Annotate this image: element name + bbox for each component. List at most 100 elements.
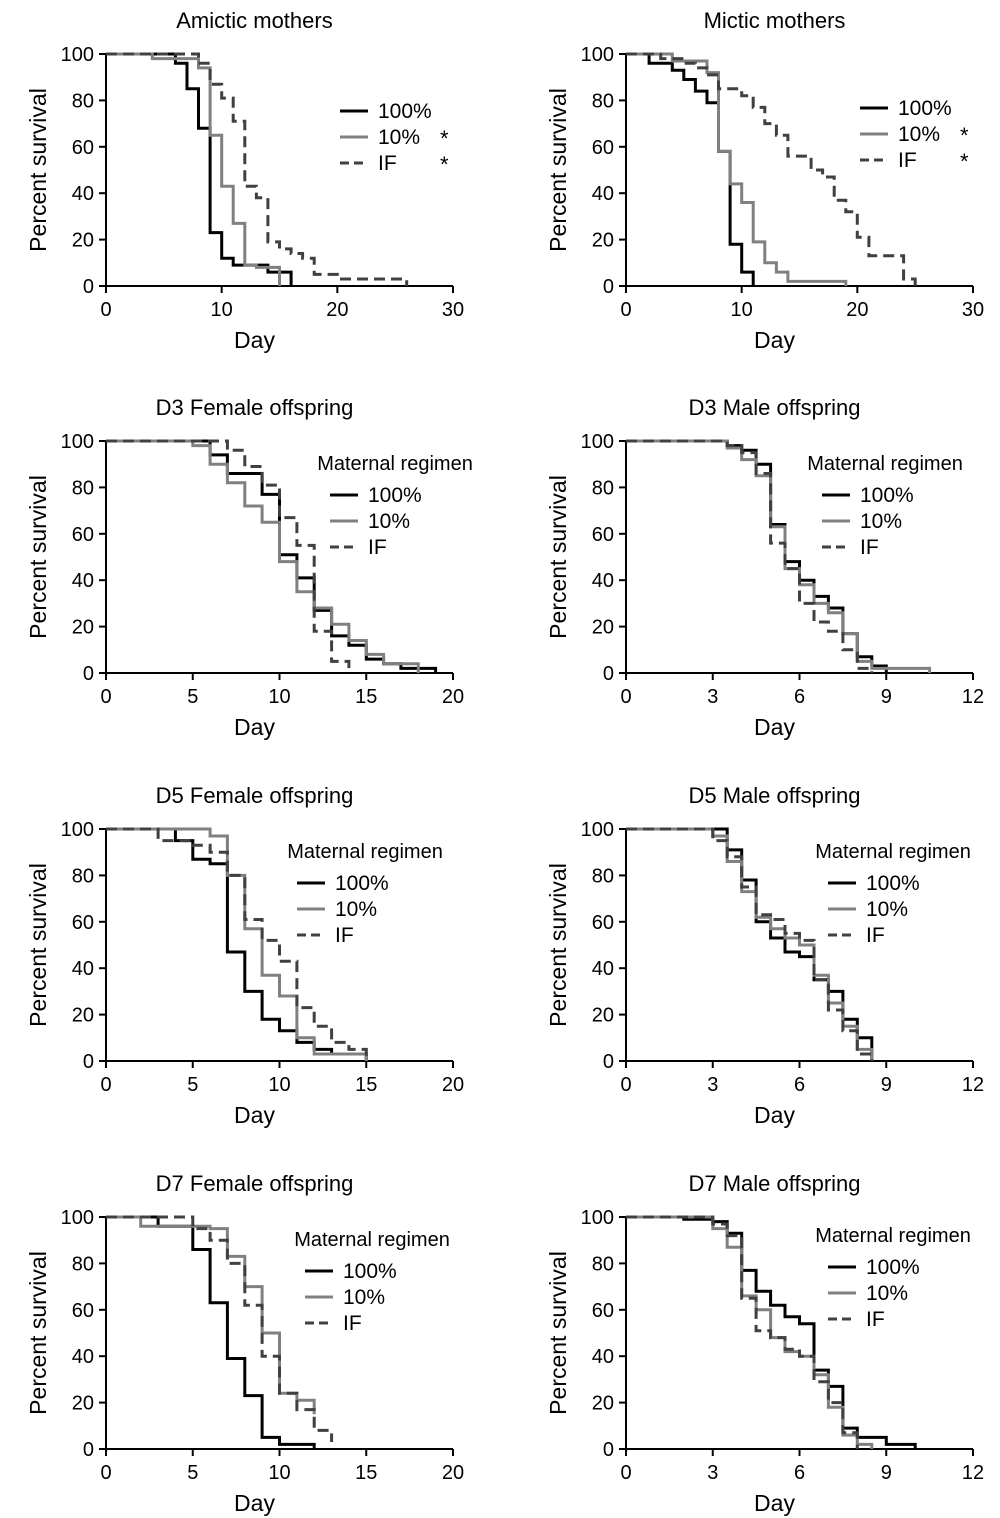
x-tick-label: 0 [620,1074,631,1096]
series-line-1 [106,827,368,1061]
y-tick-label: 80 [72,477,94,499]
legend-label: 100% [866,872,920,895]
y-tick-label: 20 [592,1005,614,1027]
series-line-3 [626,827,874,1061]
legend: Maternal regimen 100% 10% IF [317,453,473,559]
series-line-2 [106,1215,316,1415]
y-axis-label: Percent survival [545,475,571,639]
panel-title: D5 Male offspring [688,783,860,808]
series-line-3 [106,52,409,286]
legend-label: 10% [866,898,908,921]
x-tick-label: 3 [707,686,718,708]
x-tick-label: 10 [268,1074,290,1096]
x-tick-label: 6 [794,1074,805,1096]
y-tick-label: 60 [592,137,614,159]
y-tick-label: 100 [581,1207,614,1229]
y-tick-label: 40 [72,183,94,205]
y-tick-label: 100 [61,819,94,841]
legend-label: 100% [335,872,389,895]
legend-label: 100% [898,97,952,120]
significance-marker: * [960,123,969,148]
x-tick-label: 15 [355,1074,377,1096]
panel-title: D3 Female offspring [156,395,354,420]
x-tick-label: 3 [707,1074,718,1096]
significance-marker: * [440,152,449,177]
y-tick-label: 100 [61,1207,94,1229]
panel-4: D3 Male offspring 0 3 6 9 12 0 20 40 60 80 100 Day Pe… [545,395,984,740]
x-axis-label: Day [234,327,275,353]
series-line-3 [106,439,351,673]
legend-label: 10% [898,123,940,146]
x-tick-label: 20 [442,686,464,708]
y-tick-label: 60 [592,912,614,934]
y-tick-label: 0 [603,1051,614,1073]
y-tick-label: 20 [72,617,94,639]
y-tick-label: 40 [72,958,94,980]
panel-title: D7 Female offspring [156,1171,354,1196]
legend-label: IF [866,1308,885,1331]
y-axis-label: Percent survival [25,475,51,639]
legend-label: 100% [343,1260,397,1283]
series-line-3 [106,827,368,1061]
x-tick-label: 6 [794,1462,805,1484]
legend-label: 100% [866,1256,920,1279]
y-axis-label: Percent survival [25,88,51,252]
series-line-3 [626,52,917,286]
legend-label: 100% [860,484,914,507]
x-tick-label: 10 [211,299,233,321]
x-tick-label: 20 [442,1462,464,1484]
y-tick-label: 0 [83,1051,94,1073]
panel-title: D7 Male offspring [688,1171,860,1196]
panel-1: Amictic mothers 0 10 20 30 0 20 40 60 80 100 Day Per… [25,8,464,353]
y-tick-label: 40 [72,1346,94,1368]
x-tick-label: 5 [187,686,198,708]
series-line-3 [626,439,874,673]
y-tick-label: 0 [83,663,94,685]
y-tick-label: 80 [592,1253,614,1275]
x-tick-label: 6 [794,686,805,708]
x-tick-label: 12 [962,686,984,708]
y-tick-label: 40 [592,1346,614,1368]
x-tick-label: 30 [962,299,984,321]
series-line-2 [106,439,420,673]
y-tick-label: 100 [61,44,94,66]
legend-label: IF [866,924,885,947]
legend-label: 10% [335,898,377,921]
legend-label: 10% [860,510,902,533]
legend-label: 10% [866,1282,908,1305]
y-axis-label: Percent survival [545,1251,571,1415]
series-line-2 [626,52,848,286]
y-tick-label: 60 [592,524,614,546]
legend: Maternal regimen 100% 10% IF [815,1225,971,1331]
y-tick-label: 60 [72,524,94,546]
series-line-2 [106,52,281,286]
legend-label: 10% [378,126,420,149]
y-tick-label: 0 [603,663,614,685]
x-axis-label: Day [234,714,275,740]
significance-marker: * [440,126,449,151]
legend-title: Maternal regimen [815,1225,971,1247]
legend-label: 10% [343,1286,385,1309]
panel-5: D5 Female offspring 0 5 10 15 20 0 20 40 60 80 100 D… [25,783,464,1128]
x-tick-label: 15 [355,1462,377,1484]
series-line-2 [626,1215,874,1449]
legend-label: IF [898,149,917,172]
significance-marker: * [960,149,969,174]
series-line-3 [626,1215,859,1449]
x-tick-label: 20 [326,299,348,321]
y-tick-label: 20 [592,617,614,639]
legend-title: Maternal regimen [807,453,963,475]
y-tick-label: 60 [72,137,94,159]
y-tick-label: 80 [72,865,94,887]
legend-label: IF [335,924,354,947]
x-tick-label: 15 [355,686,377,708]
x-tick-label: 0 [620,299,631,321]
y-tick-label: 40 [592,570,614,592]
panel-7: D7 Female offspring 0 5 10 15 20 0 20 40 60 80 100 D… [25,1171,464,1516]
x-tick-label: 9 [881,1074,892,1096]
y-tick-label: 20 [592,1393,614,1415]
y-tick-label: 20 [592,230,614,252]
panel-title: Mictic mothers [704,8,846,33]
x-axis-label: Day [234,1490,275,1516]
x-tick-label: 10 [268,1462,290,1484]
